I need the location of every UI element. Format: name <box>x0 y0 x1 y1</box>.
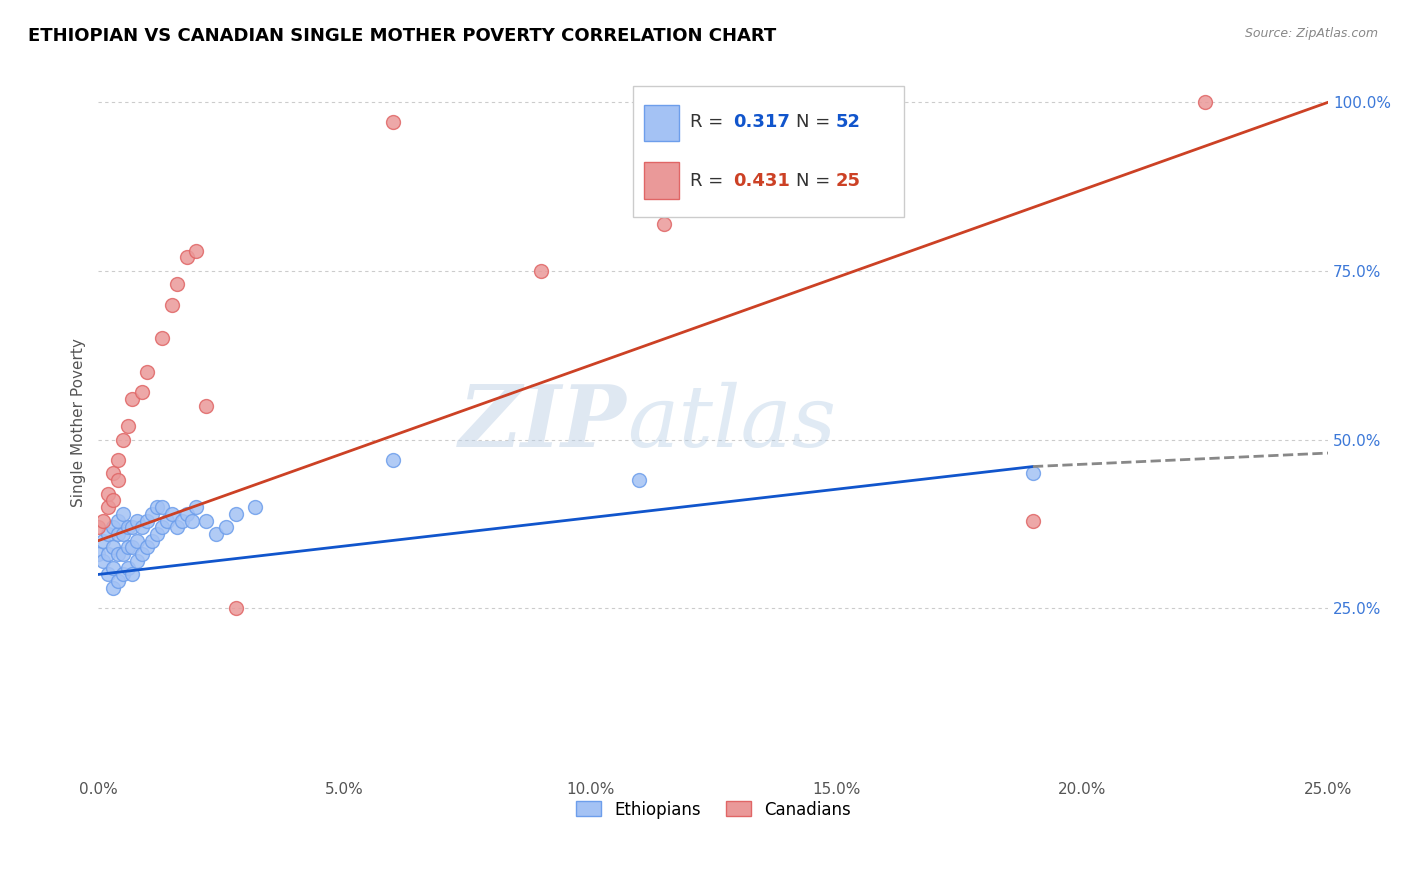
Point <box>170 514 193 528</box>
Point <box>156 514 179 528</box>
Point <box>180 514 202 528</box>
Point <box>131 385 153 400</box>
Point <box>195 514 218 528</box>
Point <box>150 520 173 534</box>
Point <box>107 574 129 589</box>
Point <box>107 527 129 541</box>
Point <box>225 601 247 615</box>
Point <box>117 560 139 574</box>
Point <box>121 567 143 582</box>
Point <box>146 500 169 514</box>
Y-axis label: Single Mother Poverty: Single Mother Poverty <box>72 338 86 508</box>
Point <box>166 520 188 534</box>
Point <box>91 554 114 568</box>
Point <box>131 520 153 534</box>
Point <box>1022 467 1045 481</box>
Point <box>141 507 163 521</box>
Point <box>160 507 183 521</box>
Point <box>87 547 110 561</box>
Point <box>176 507 198 521</box>
Point <box>101 467 124 481</box>
Point <box>131 547 153 561</box>
Point <box>176 251 198 265</box>
Point <box>111 433 134 447</box>
Point <box>117 520 139 534</box>
Point <box>111 547 134 561</box>
Point <box>121 392 143 406</box>
Point <box>97 500 120 514</box>
Point <box>101 520 124 534</box>
Point <box>136 541 159 555</box>
Point <box>186 244 208 258</box>
Point <box>136 514 159 528</box>
Point <box>127 533 149 548</box>
Point <box>97 567 120 582</box>
Point <box>382 452 405 467</box>
Point <box>111 507 134 521</box>
Point <box>160 298 183 312</box>
Text: atlas: atlas <box>627 382 837 464</box>
Point <box>1194 95 1216 110</box>
Point <box>107 547 129 561</box>
Text: Source: ZipAtlas.com: Source: ZipAtlas.com <box>1244 27 1378 40</box>
Point <box>117 541 139 555</box>
Point <box>382 115 405 129</box>
Point <box>107 473 129 487</box>
Point <box>101 581 124 595</box>
Point <box>107 514 129 528</box>
Text: ETHIOPIAN VS CANADIAN SINGLE MOTHER POVERTY CORRELATION CHART: ETHIOPIAN VS CANADIAN SINGLE MOTHER POVE… <box>28 27 776 45</box>
Point <box>141 533 163 548</box>
Point <box>150 331 173 345</box>
Point <box>186 500 208 514</box>
Point <box>117 419 139 434</box>
Point <box>91 533 114 548</box>
Point <box>1022 514 1045 528</box>
Point <box>97 547 120 561</box>
Point <box>121 520 143 534</box>
Point <box>101 560 124 574</box>
Point <box>127 514 149 528</box>
Point <box>245 500 267 514</box>
Point <box>87 520 110 534</box>
Point <box>652 217 675 231</box>
Point <box>205 527 228 541</box>
Point <box>530 264 553 278</box>
Point <box>121 541 143 555</box>
Point <box>136 365 159 379</box>
Point <box>101 541 124 555</box>
Text: ZIP: ZIP <box>460 381 627 465</box>
Point <box>150 500 173 514</box>
Point <box>225 507 247 521</box>
Point <box>628 473 651 487</box>
Point <box>166 277 188 292</box>
Point <box>91 514 114 528</box>
Legend: Ethiopians, Canadians: Ethiopians, Canadians <box>569 794 858 825</box>
Point <box>111 567 134 582</box>
Point <box>146 527 169 541</box>
Point <box>97 486 120 500</box>
Point <box>101 493 124 508</box>
Point <box>215 520 238 534</box>
Point <box>107 452 129 467</box>
Point <box>195 399 218 413</box>
Point <box>127 554 149 568</box>
Point <box>111 527 134 541</box>
Point <box>97 527 120 541</box>
